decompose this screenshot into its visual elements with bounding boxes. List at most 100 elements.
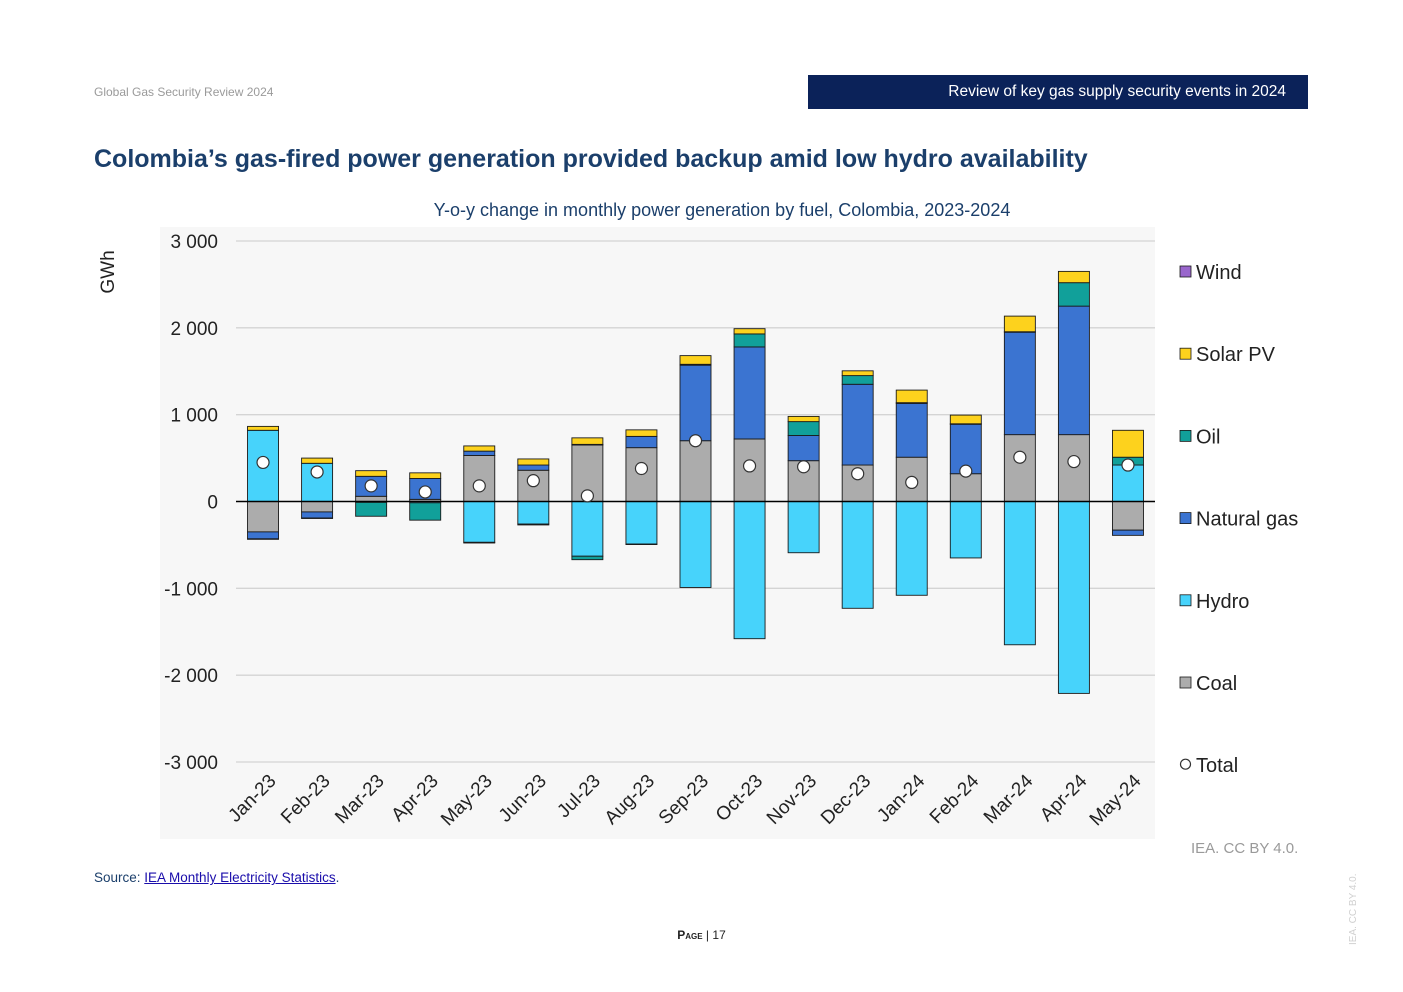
bar-solar: [301, 457, 334, 464]
bar-solar: [463, 445, 496, 452]
legend-swatch-gas: [1179, 512, 1192, 524]
bar-solar: [1003, 315, 1036, 333]
bar-solar: [787, 415, 820, 423]
bar-hydro: [517, 501, 550, 525]
total-marker: [310, 465, 324, 479]
bar-oil: [733, 333, 766, 348]
bar-gas: [247, 531, 279, 540]
bar-oil: [841, 375, 874, 385]
legend-label: Coal: [1196, 673, 1237, 695]
bar-hydro: [949, 501, 982, 559]
legend-swatch-oil: [1179, 429, 1192, 442]
bar-oil: [787, 421, 820, 436]
bar-oil: [355, 501, 388, 517]
total-marker: [688, 434, 703, 448]
bar-hydro: [733, 501, 766, 640]
source-end: .: [335, 870, 340, 885]
bar-hydro: [841, 501, 874, 609]
bar-oil: [301, 517, 334, 519]
report-title: Global Gas Security Review 2024: [94, 85, 274, 99]
legend-swatch-coal: [1179, 676, 1192, 689]
bar-oil: [247, 538, 279, 540]
legend-label: Total: [1196, 755, 1238, 777]
bar-solar: [355, 470, 388, 477]
total-marker: [364, 479, 378, 493]
bar-hydro: [1003, 501, 1036, 646]
y-axis-label: GWh: [98, 250, 119, 293]
bar-gas: [301, 511, 334, 519]
bar-oil: [571, 555, 604, 561]
bar-hydro: [679, 501, 712, 588]
bar-gas: [895, 402, 928, 458]
bar-gas: [787, 435, 820, 462]
legend-marker-total: [1179, 758, 1192, 770]
total-marker: [1121, 458, 1135, 472]
chart-title: Y-o-y change in monthly power generation…: [434, 200, 1011, 220]
bar-hydro: [625, 501, 658, 545]
total-marker: [580, 489, 594, 503]
bar-solar: [247, 425, 279, 431]
total-marker: [1067, 454, 1081, 469]
section-banner: Review of key gas supply security events…: [808, 75, 1308, 109]
total-marker: [851, 467, 865, 481]
bar-gas: [463, 450, 496, 456]
source-line: Source: IEA Monthly Electricity Statisti…: [94, 870, 339, 885]
bar-solar: [571, 437, 604, 445]
section-title: Review of key gas supply security events…: [948, 83, 1286, 100]
bar-coal: [247, 501, 279, 533]
bar-solar: [409, 472, 442, 479]
source-label: Source:: [94, 870, 145, 885]
bar-oil: [517, 523, 550, 526]
legend-label: Hydro: [1196, 591, 1249, 613]
legend-label: Solar PV: [1196, 344, 1276, 366]
bar-gas: [517, 464, 550, 471]
bar-gas: [679, 364, 712, 442]
bar-oil: [625, 543, 658, 545]
bar-solar: [841, 370, 874, 377]
bar-coal: [1112, 501, 1144, 531]
bar-solar: [949, 414, 982, 425]
legend-label: Natural gas: [1196, 509, 1298, 531]
y-tick-label: 2 000: [170, 319, 218, 340]
bar-solar: [895, 389, 928, 404]
y-tick-label: 3 000: [170, 232, 218, 253]
page-word: Page: [677, 928, 703, 942]
y-tick-label: 0: [207, 493, 218, 514]
total-marker: [959, 464, 973, 478]
total-marker: [472, 479, 486, 493]
bar-hydro: [571, 501, 604, 557]
bar-gas: [625, 435, 658, 449]
total-marker: [797, 460, 811, 474]
total-marker: [905, 475, 919, 489]
bar-oil: [1057, 282, 1090, 307]
bar-gas: [733, 346, 766, 440]
legend-swatch-wind: [1179, 265, 1192, 278]
bar-solar: [625, 429, 658, 437]
total-marker: [526, 474, 540, 488]
bar-hydro: [787, 501, 820, 554]
bar-solar: [733, 328, 766, 335]
total-marker: [634, 461, 649, 476]
bar-solar: [1057, 270, 1090, 284]
bar-solar: [1112, 429, 1144, 458]
legend-swatch-solar: [1179, 347, 1192, 360]
bar-hydro: [895, 501, 928, 596]
bar-coal: [301, 501, 334, 513]
y-tick-label: -1 000: [164, 579, 218, 600]
source-link[interactable]: IEA Monthly Electricity Statistics: [144, 870, 336, 885]
bar-solar: [679, 355, 712, 365]
page-number: Page | 17: [0, 928, 1403, 942]
page-title: Colombia’s gas-fired power generation pr…: [94, 145, 1088, 173]
bar-hydro: [463, 501, 496, 543]
bar-gas: [841, 383, 874, 466]
plot-background: [160, 227, 1155, 839]
bar-coal: [463, 455, 496, 502]
total-marker: [1013, 450, 1027, 464]
y-tick-label: -3 000: [164, 753, 218, 774]
bar-solar: [517, 458, 550, 466]
bar-coal: [1003, 434, 1036, 502]
bar-oil: [409, 502, 442, 521]
page-number-value: 17: [712, 928, 726, 942]
bar-gas: [1003, 331, 1036, 436]
